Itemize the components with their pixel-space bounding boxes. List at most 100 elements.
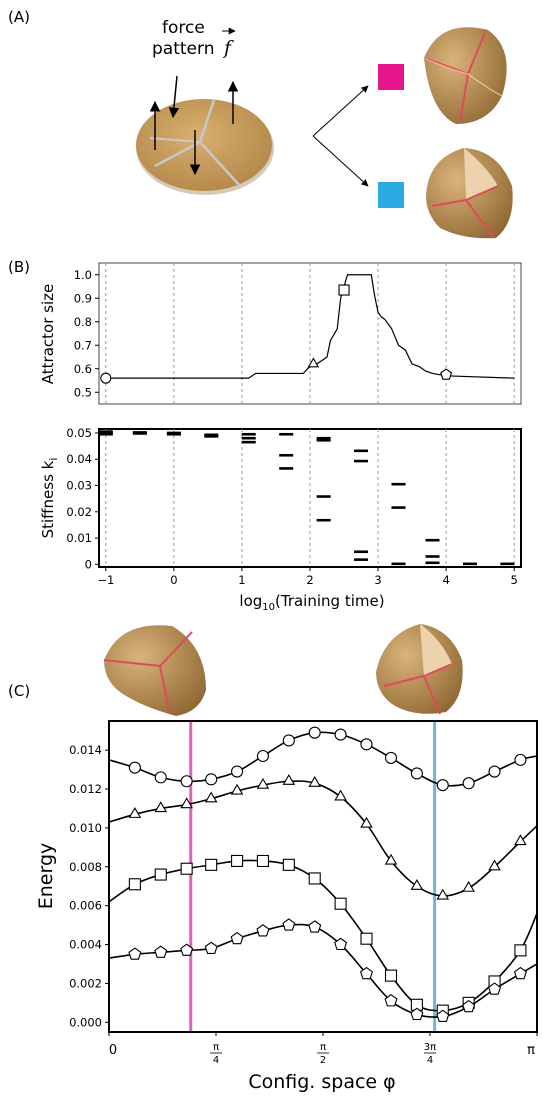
energy-marker-circle (282, 734, 295, 747)
energy-marker-triangle (230, 783, 244, 795)
attractor-size-line (105, 274, 515, 379)
attractor-size-plot: 0.5 0.6 0.7 0.8 0.9 1.0 Attractor size (39, 262, 522, 405)
energy-xtick-label: 0 (109, 1043, 117, 1058)
force-vector-symbol: f (222, 27, 236, 59)
energy-marker-pentagon (230, 931, 244, 945)
attractor-marker-pentagon (440, 368, 453, 380)
panel-label-c: (C) (8, 682, 30, 700)
energy-ytick-label: 0.010 (69, 821, 102, 835)
force-annotation-line1: force (162, 18, 205, 38)
attractor-yticks: 0.5 0.6 0.7 0.8 0.9 1.0 (74, 268, 99, 399)
energy-marker-pentagon (462, 999, 476, 1013)
energy-marker-triangle (256, 777, 270, 789)
energy-marker-circle (256, 749, 269, 763)
attractor-ytick-label: 0.7 (74, 338, 92, 352)
energy-marker-circle (410, 767, 423, 780)
energy-yticks: 0.000 0.002 0.004 0.006 0.008 0.010 0.012 0.014 (69, 743, 109, 1029)
energy-marker-pentagon (154, 945, 168, 958)
magenta-state-marker (378, 64, 404, 90)
energy-marker-pentagon (308, 920, 322, 933)
energy-marker-square (154, 868, 167, 881)
attractor-ytick-label: 0.9 (74, 291, 92, 305)
stiffness-ytick-label: 0.03 (66, 479, 92, 493)
stiffness-xlabel: log10(Training time) (239, 592, 384, 613)
attractor-ytick-label: 1.0 (74, 268, 92, 282)
energy-marker-triangle (180, 797, 193, 809)
stiffness-xtick-label: 4 (442, 573, 449, 587)
stiffness-xtick-label: 2 (306, 573, 313, 587)
stiffness-ytick-label: 0.04 (66, 452, 92, 466)
energy-marker-triangle (282, 774, 296, 785)
energy-marker-triangle (462, 880, 475, 892)
stiffness-xtick-label: 1 (238, 573, 245, 587)
stiffness-gridlines (105, 429, 515, 567)
energy-marker-pentagon (384, 994, 398, 1007)
energy-xtick-denominator: 4 (427, 1055, 433, 1066)
energy-ytick-label: 0.002 (69, 976, 102, 990)
energy-marker-pentagon (513, 966, 527, 980)
energy-marker-circle (360, 738, 373, 751)
energy-xtick-label: π (527, 1043, 535, 1058)
energy-marker-circle (205, 773, 218, 786)
energy-ylabel: Energy (35, 843, 57, 910)
energy-marker-circle (231, 765, 244, 778)
energy-marker-triangle (360, 816, 373, 828)
energy-ytick-label: 0.006 (69, 899, 102, 913)
stiffness-xtick-label: 3 (374, 573, 381, 587)
panel-label-b: (B) (8, 258, 30, 276)
stiffness-xtick-label: −1 (97, 573, 114, 587)
energy-marker-square (128, 878, 141, 891)
energy-curves (108, 726, 538, 1022)
panel-label-a: (A) (8, 8, 30, 26)
flat-disk-image (136, 99, 274, 195)
energy-marker-triangle (488, 859, 501, 871)
energy-marker-triangle (334, 789, 347, 801)
attractor-ylabel: Attractor size (39, 284, 57, 384)
folded-shell-magenta-top (423, 27, 507, 125)
stiffness-yticks: 0 0.01 0.02 0.03 0.04 0.05 (66, 426, 99, 571)
energy-marker-pentagon (488, 982, 502, 995)
energy-marker-triangle (128, 807, 142, 818)
energy-plot: 0.000 0.002 0.004 0.006 0.008 0.010 0.012 0.014… (35, 720, 538, 1093)
energy-marker-triangle (308, 775, 322, 787)
energy-marker-circle (180, 775, 193, 788)
energy-xtick-denominator: 2 (320, 1055, 326, 1066)
stiffness-plot: 0 0.01 0.02 0.03 0.04 0.05 −1 0 1 2 3 4 5 Stiffness… (39, 426, 522, 613)
energy-marker-square (514, 944, 527, 957)
branch-arrows (312, 85, 369, 187)
stiffness-ytick-label: 0.05 (66, 426, 92, 440)
energy-marker-circle (514, 753, 527, 766)
attractor-ytick-label: 0.5 (74, 385, 92, 399)
energy-marker-triangle (154, 801, 168, 813)
energy-marker-square (360, 932, 373, 945)
folded-shell-magenta-c (103, 625, 206, 716)
energy-marker-square (205, 858, 218, 871)
energy-marker-triangle (204, 791, 218, 803)
energy-marker-pentagon (410, 1007, 424, 1021)
energy-marker-pentagon (359, 966, 373, 980)
stiffness-xtick-label: 0 (170, 573, 177, 587)
energy-ytick-label: 0.014 (69, 743, 102, 757)
energy-marker-square (231, 854, 244, 868)
folded-shell-cyan-top (426, 148, 513, 239)
energy-curve-square (108, 859, 538, 1012)
energy-marker-square (334, 897, 347, 910)
energy-ytick-label: 0.000 (69, 1015, 102, 1029)
energy-marker-circle (154, 771, 167, 784)
stiffness-xtick-label: 5 (511, 573, 518, 587)
energy-marker-triangle (384, 853, 398, 865)
cyan-state-marker (378, 182, 404, 208)
attractor-marker-square (338, 284, 350, 296)
stiffness-dashes (98, 430, 515, 566)
attractor-marker-triangle (307, 357, 320, 368)
energy-curve-triangle (108, 780, 538, 897)
energy-ytick-label: 0.012 (69, 782, 102, 796)
energy-marker-pentagon (204, 941, 218, 954)
energy-marker-triangle (436, 888, 450, 900)
stiffness-ytick-label: 0 (85, 557, 92, 571)
energy-xticks: 0 π 4 π 2 3π 4 π (108, 1032, 538, 1066)
stiffness-ytick-label: 0.01 (66, 531, 92, 545)
attractor-gridlines (105, 263, 515, 404)
force-annotation-line2: pattern (152, 39, 214, 59)
